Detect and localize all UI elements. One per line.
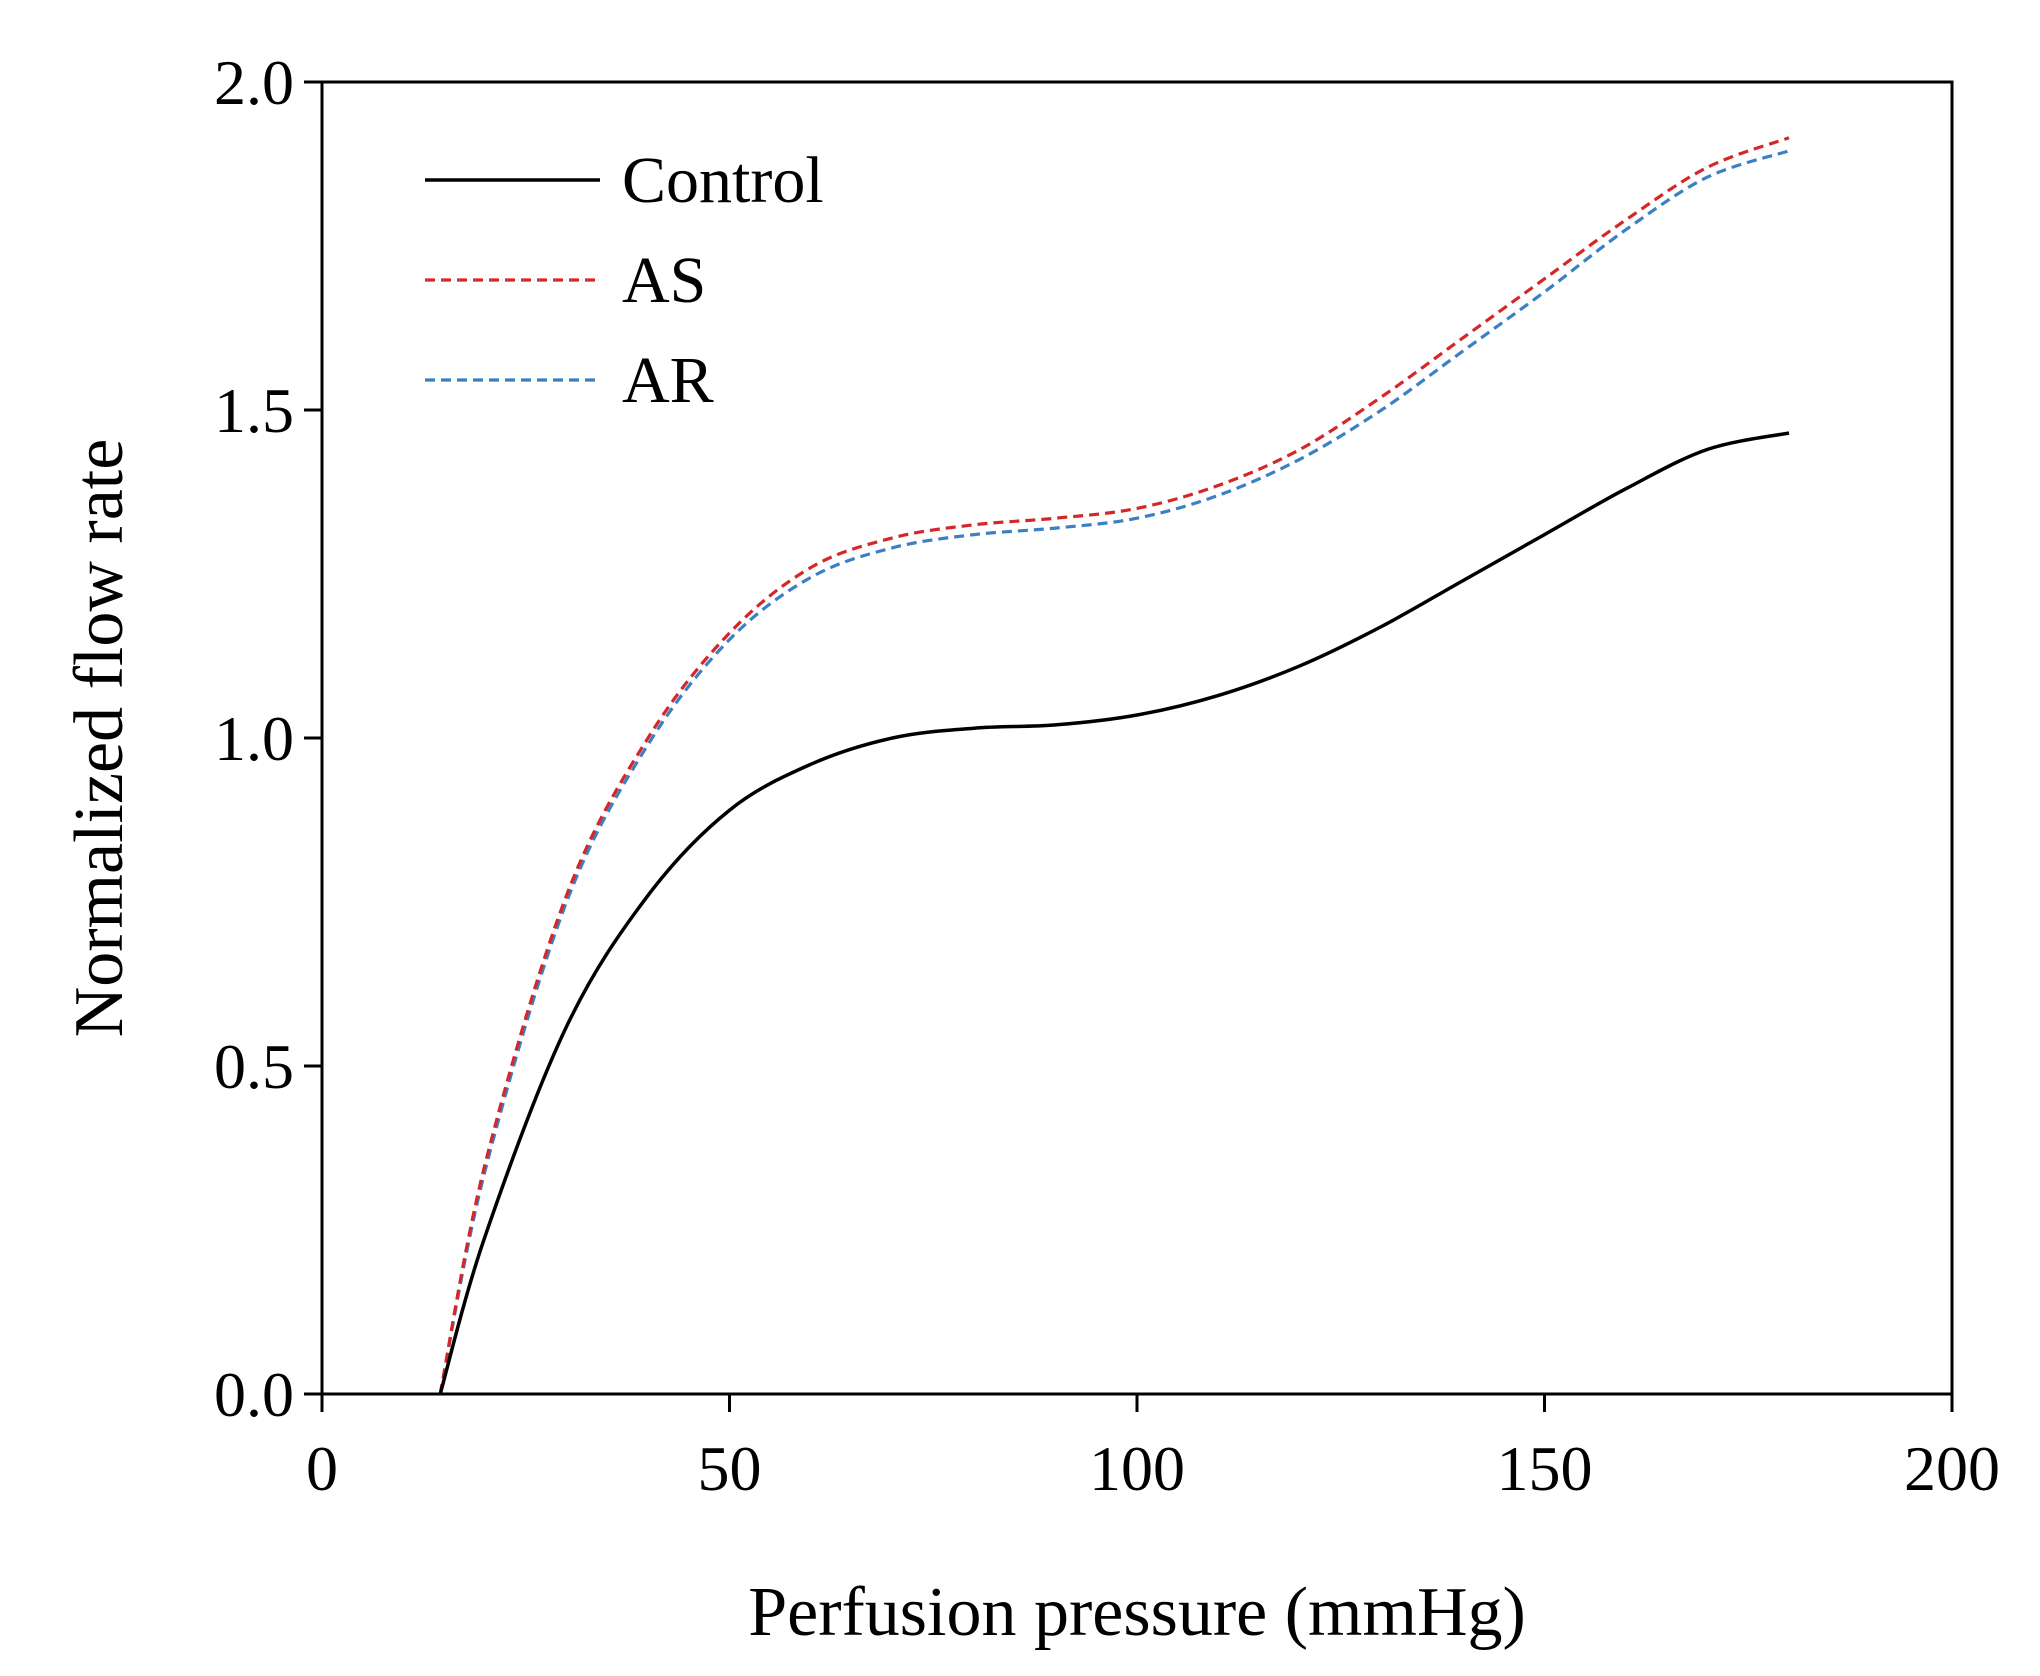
x-axis-label: Perfusion pressure (mmHg) xyxy=(748,1574,1526,1651)
series-line-as xyxy=(438,136,1790,1395)
y-tick-label: 1.5 xyxy=(214,375,294,446)
tick-layer: 0 50 100 150 200 0.0 0.5 1.0 1.5 2.0 xyxy=(214,47,2000,1504)
x-tick-label: 150 xyxy=(1497,1433,1593,1504)
series-layer xyxy=(438,136,1790,1395)
x-tick-label: 200 xyxy=(1904,1433,2000,1504)
legend-label-control: Control xyxy=(622,144,824,217)
legend: Control AS AR xyxy=(425,144,824,417)
y-tick-label: 0.5 xyxy=(214,1031,294,1102)
y-tick-label: 0.0 xyxy=(214,1359,294,1430)
x-tick-label: 100 xyxy=(1089,1433,1185,1504)
x-tick-label: 50 xyxy=(698,1433,762,1504)
series-line-control xyxy=(438,431,1790,1395)
plot-frame xyxy=(320,80,1954,1396)
legend-label-as: AS xyxy=(622,244,706,317)
series-line-ar xyxy=(438,149,1790,1395)
y-axis-label: Normalized flow rate xyxy=(61,439,138,1038)
y-tick-label: 1.0 xyxy=(214,703,294,774)
y-tick-label: 2.0 xyxy=(214,47,294,118)
legend-label-ar: AR xyxy=(622,344,714,417)
x-tick-label: 0 xyxy=(306,1433,338,1504)
